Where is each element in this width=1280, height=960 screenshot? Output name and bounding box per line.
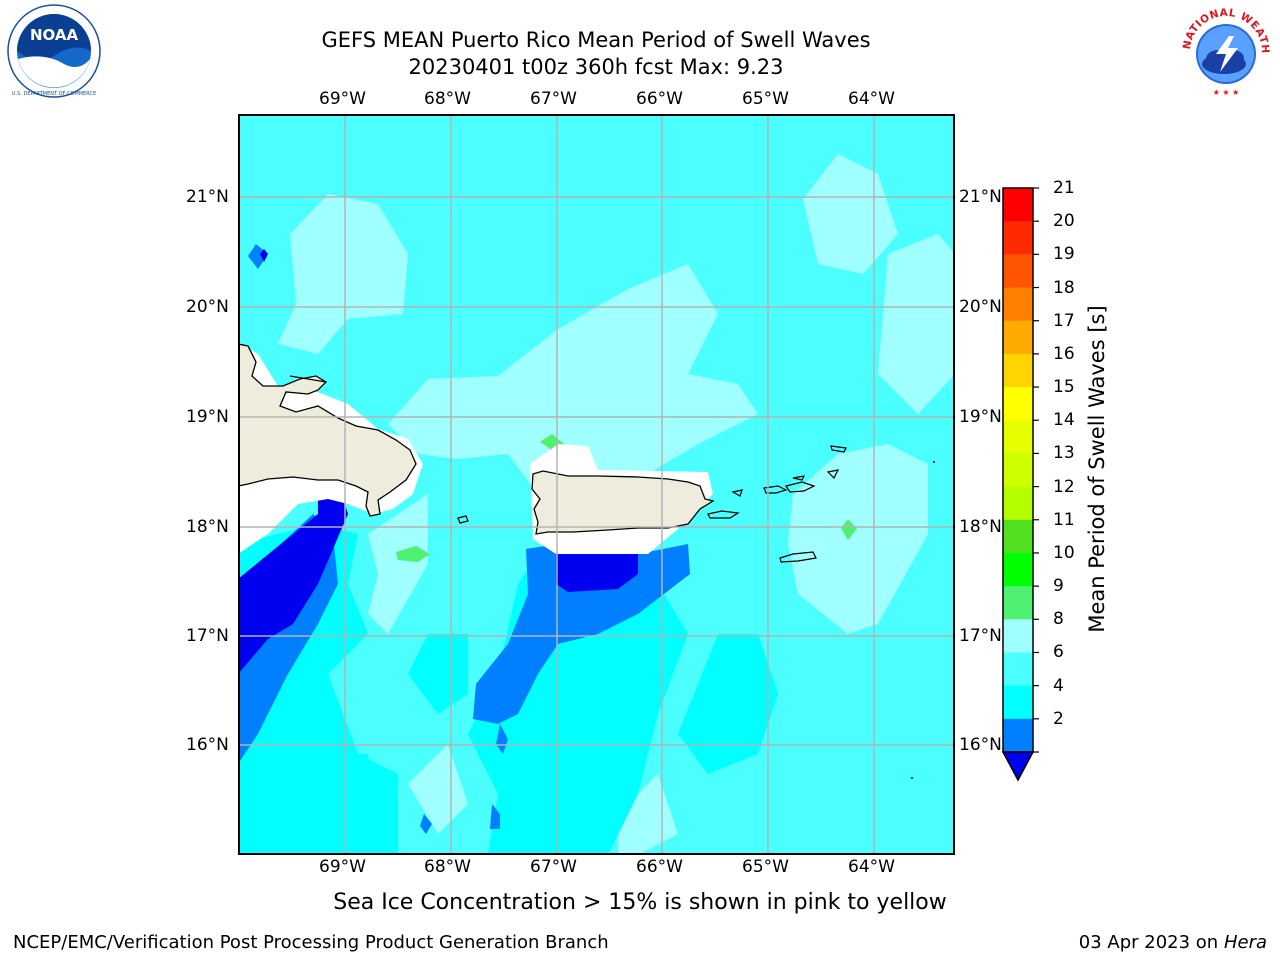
swell-field-8-9s [278,154,954,854]
colorbar-extend-arrow [1001,751,1035,782]
lat-label-right: 18°N [959,517,1002,537]
sea-ice-note: Sea Ice Concentration > 15% is shown in … [333,890,947,915]
colorbar-label: Mean Period of Swell Waves [s] [1085,305,1109,633]
lat-label-right: 20°N [959,297,1002,317]
hispaniola-land [239,343,417,517]
puerto-rico-land [531,470,715,535]
lat-label-left: 18°N [186,517,229,537]
footer-machine: Hera [1223,932,1267,953]
noaa-logo-text: NOAA [30,26,79,44]
colorbar-tick-label: 20 [1053,211,1075,232]
colorbar [1001,187,1039,782]
graticule [239,115,954,854]
small-islands [289,375,847,563]
lat-label-left: 21°N [186,187,229,207]
lon-label-top: 65°W [742,89,789,109]
colorbar-tick-label: 13 [1053,443,1075,464]
swell-field-lt-2s [239,249,638,673]
colorbar-tick-label: 8 [1053,609,1064,630]
lon-label-top: 64°W [848,89,895,109]
nws-logo: NATIONAL WEATHER SERVICE ★ ★ ★ [1176,2,1273,98]
colorbar-segment [1003,652,1033,687]
svg-text:★ ★ ★: ★ ★ ★ [1213,88,1240,97]
lon-label-bottom: 68°W [424,857,471,877]
lat-label-right: 16°N [959,735,1002,755]
colorbar-tick-label: 15 [1053,377,1075,398]
noaa-logo: NOAA U.S. DEPARTMENT OF COMMERCE [7,4,101,98]
colorbar-segment [1003,519,1033,554]
colorbar-tick-label: 2 [1053,708,1064,729]
svg-text:U.S. DEPARTMENT OF COMMERCE: U.S. DEPARTMENT OF COMMERCE [12,91,96,97]
lon-label-bottom: 66°W [636,857,683,877]
colorbar-tick-label: 16 [1053,343,1075,364]
colorbar-tick-label: 18 [1053,277,1075,298]
lat-label-left: 16°N [186,735,229,755]
colorbar-tick-label: 21 [1053,178,1075,198]
colorbar-tick-label: 9 [1053,576,1064,597]
colorbar-tick-label: 14 [1053,410,1075,431]
colorbar-tick-label: 17 [1053,310,1075,331]
colorbar-segment [1003,420,1033,454]
lon-label-top: 67°W [530,89,577,109]
colorbar-segment [1003,619,1033,653]
colorbar-frame [1002,187,1034,753]
colorbar-segment [1003,353,1033,388]
map-subtitle: 20230401 t00z 360h fcst Max: 9.23 [408,55,784,79]
colorbar-segment [1003,586,1033,620]
colorbar-segment [1003,453,1033,488]
colorbar-tick-label: 10 [1053,542,1075,563]
map-plot [238,114,955,855]
colorbar-segment [1003,387,1033,421]
footer-date-text: 03 Apr 2023 on [1078,932,1224,953]
colorbar-tick-label: 6 [1053,642,1064,663]
colorbar-tick-label: 4 [1053,675,1064,696]
lon-label-top: 66°W [636,89,683,109]
colorbar-segment [1003,188,1033,222]
footer-date: 03 Apr 2023 on Hera [1079,932,1267,953]
lat-label-left: 17°N [186,626,229,646]
colorbar-segment [1003,552,1033,587]
colorbar-segment [1003,287,1033,322]
lon-label-bottom: 67°W [530,857,577,877]
lat-label-right: 21°N [959,187,1002,207]
lat-label-right: 17°N [959,626,1002,646]
lon-label-bottom: 69°W [319,857,366,877]
colorbar-tick-label: 12 [1053,476,1075,497]
lat-label-left: 20°N [186,297,229,317]
lon-label-top: 69°W [319,89,366,109]
colorbar-segment [1003,486,1033,521]
colorbar-tick-label: 19 [1053,244,1075,265]
colorbar-segment [1003,685,1033,720]
colorbar-segment [1003,254,1033,289]
map-frame [238,114,955,855]
lon-label-top: 68°W [424,89,471,109]
colorbar-segment [1003,320,1033,355]
colorbar-tick-label: 11 [1053,509,1075,530]
lon-label-bottom: 64°W [848,857,895,877]
lat-label-right: 19°N [959,407,1002,427]
footer-organization: NCEP/EMC/Verification Post Processing Pr… [13,932,609,953]
colorbar-segment [1003,221,1033,255]
colorbar-segment [1003,718,1033,753]
map-title: GEFS MEAN Puerto Rico Mean Period of Swe… [321,28,871,52]
lon-label-bottom: 65°W [742,857,789,877]
lat-label-left: 19°N [186,407,229,427]
